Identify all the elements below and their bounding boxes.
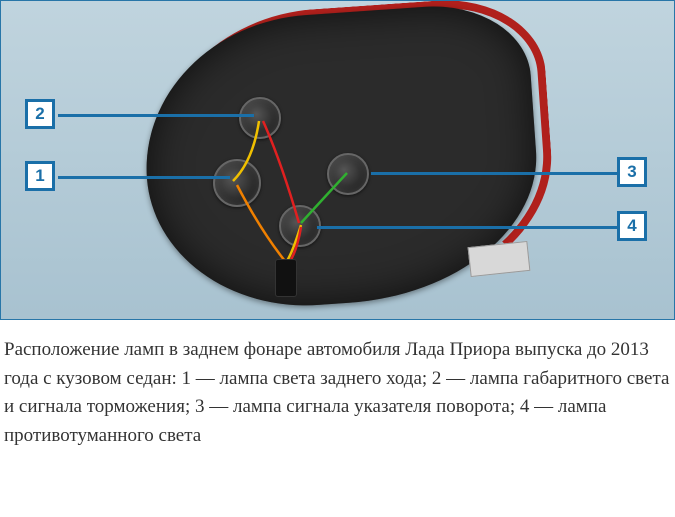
leader-line-3 <box>371 172 617 175</box>
figure-caption: Расположение ламп в заднем фонаре автомо… <box>0 320 675 450</box>
leader-line-1 <box>58 176 230 179</box>
callout-1: 1 <box>25 161 55 191</box>
callout-2: 2 <box>25 99 55 129</box>
callout-4: 4 <box>617 211 647 241</box>
wiring-connector <box>275 259 297 297</box>
figure-panel: 2 1 3 4 <box>0 0 675 320</box>
part-label-sticker <box>468 241 531 277</box>
bulb-socket-1 <box>213 159 261 207</box>
bulb-socket-2 <box>239 97 281 139</box>
callout-3: 3 <box>617 157 647 187</box>
leader-line-4 <box>317 226 617 229</box>
leader-line-2 <box>58 114 254 117</box>
bulb-socket-3 <box>327 153 369 195</box>
bulb-socket-4 <box>279 205 321 247</box>
